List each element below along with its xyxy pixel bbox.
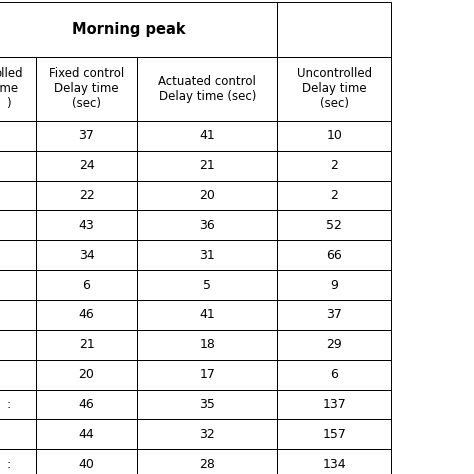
Bar — [0, 181, 36, 210]
Text: 44: 44 — [79, 428, 94, 441]
Bar — [0, 57, 36, 121]
Bar — [0, 121, 36, 151]
Bar — [0, 390, 36, 419]
Bar — [36, 360, 137, 390]
Text: Uncontrolled
Delay time
(sec): Uncontrolled Delay time (sec) — [297, 67, 372, 110]
Bar — [137, 330, 277, 360]
Text: 20: 20 — [79, 368, 94, 381]
Bar — [277, 300, 391, 330]
Text: 40: 40 — [79, 458, 94, 471]
Bar — [36, 419, 137, 449]
Bar — [36, 151, 137, 181]
Text: 46: 46 — [79, 398, 94, 411]
Text: Fixed control
Delay time
(sec): Fixed control Delay time (sec) — [49, 67, 124, 110]
Text: 21: 21 — [200, 159, 215, 172]
Text: 18: 18 — [200, 338, 215, 351]
Bar — [36, 181, 137, 210]
Bar — [277, 449, 391, 474]
Bar — [277, 210, 391, 240]
Bar — [277, 360, 391, 390]
Text: 17: 17 — [200, 368, 215, 381]
Bar — [36, 300, 137, 330]
Text: 35: 35 — [200, 398, 215, 411]
Bar — [36, 210, 137, 240]
Bar — [137, 210, 277, 240]
Bar — [0, 449, 36, 474]
Bar — [0, 2, 277, 57]
Text: 157: 157 — [322, 428, 346, 441]
Bar — [137, 151, 277, 181]
Text: 10: 10 — [326, 129, 342, 142]
Bar — [36, 121, 137, 151]
Text: olled
ime
): olled ime ) — [0, 67, 23, 110]
Text: 20: 20 — [200, 189, 215, 202]
Bar — [0, 300, 36, 330]
Bar — [137, 121, 277, 151]
Bar — [0, 419, 36, 449]
Bar — [277, 121, 391, 151]
Text: :: : — [6, 458, 10, 471]
Bar — [36, 449, 137, 474]
Bar — [137, 57, 277, 121]
Text: 36: 36 — [200, 219, 215, 232]
Text: 29: 29 — [326, 338, 342, 351]
Text: 31: 31 — [200, 249, 215, 262]
Bar — [277, 419, 391, 449]
Bar — [36, 390, 137, 419]
Bar — [0, 270, 36, 300]
Text: Morning peak: Morning peak — [73, 22, 186, 37]
Bar — [277, 270, 391, 300]
Text: 22: 22 — [79, 189, 94, 202]
Bar — [0, 330, 36, 360]
Text: 32: 32 — [200, 428, 215, 441]
Text: 41: 41 — [200, 309, 215, 321]
Bar — [137, 300, 277, 330]
Text: 43: 43 — [79, 219, 94, 232]
Bar — [137, 240, 277, 270]
Text: 134: 134 — [322, 458, 346, 471]
Text: :: : — [6, 398, 10, 411]
Bar — [277, 390, 391, 419]
Bar — [277, 240, 391, 270]
Bar — [277, 181, 391, 210]
Text: 137: 137 — [322, 398, 346, 411]
Text: Actuated control
Delay time (sec): Actuated control Delay time (sec) — [158, 75, 256, 103]
Bar — [277, 57, 391, 121]
Text: 34: 34 — [79, 249, 94, 262]
Bar — [0, 360, 36, 390]
Bar — [277, 151, 391, 181]
Text: 24: 24 — [79, 159, 94, 172]
Bar — [0, 210, 36, 240]
Text: 2: 2 — [330, 189, 338, 202]
Bar — [137, 360, 277, 390]
Bar — [137, 270, 277, 300]
Text: 66: 66 — [326, 249, 342, 262]
Bar — [137, 449, 277, 474]
Bar — [0, 151, 36, 181]
Text: 6: 6 — [330, 368, 338, 381]
Text: 21: 21 — [79, 338, 94, 351]
Bar — [277, 330, 391, 360]
Text: 37: 37 — [79, 129, 94, 142]
Text: 37: 37 — [326, 309, 342, 321]
Bar — [137, 419, 277, 449]
Bar — [36, 240, 137, 270]
Text: 52: 52 — [326, 219, 342, 232]
Text: 2: 2 — [330, 159, 338, 172]
Bar — [137, 390, 277, 419]
Bar — [0, 240, 36, 270]
Bar — [277, 2, 391, 57]
Bar — [36, 57, 137, 121]
Text: 5: 5 — [203, 279, 211, 292]
Text: 6: 6 — [82, 279, 91, 292]
Text: 28: 28 — [200, 458, 215, 471]
Bar — [36, 330, 137, 360]
Bar — [36, 270, 137, 300]
Bar — [137, 181, 277, 210]
Text: 41: 41 — [200, 129, 215, 142]
Text: 9: 9 — [330, 279, 338, 292]
Text: 46: 46 — [79, 309, 94, 321]
